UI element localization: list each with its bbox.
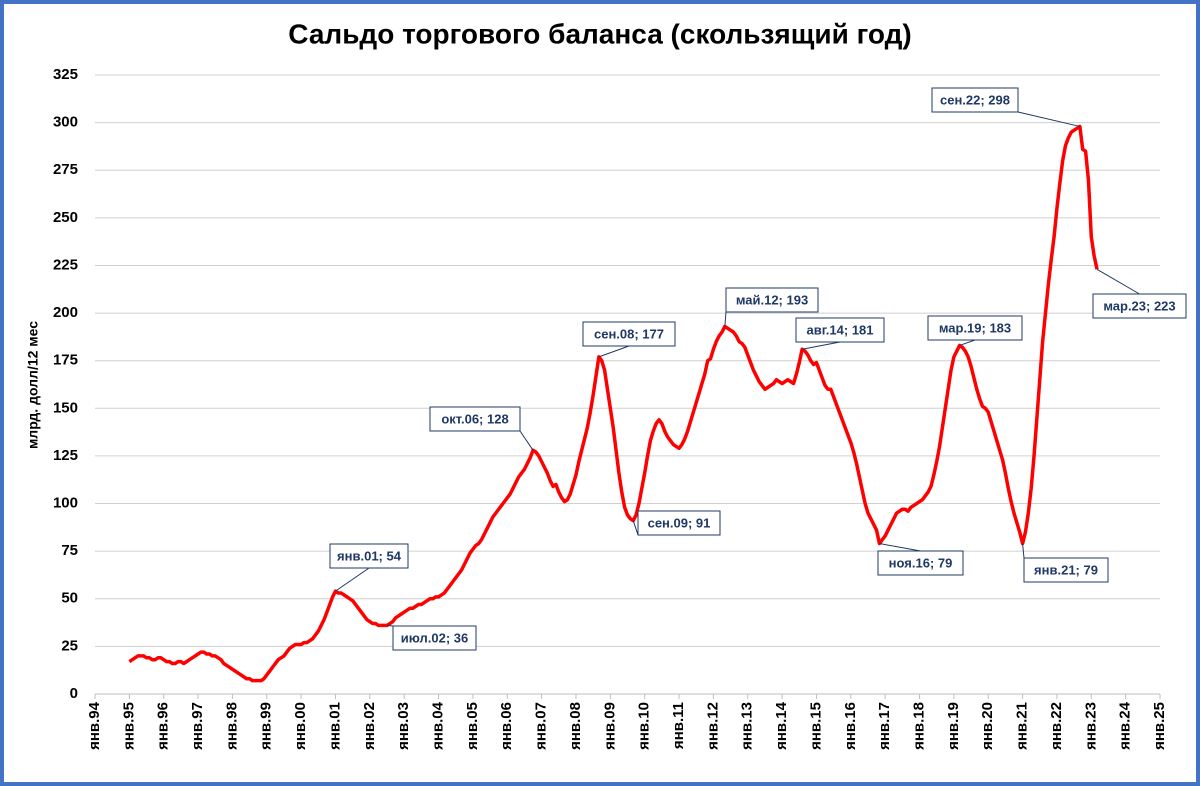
annotation-pointer [632, 520, 639, 536]
annotation-label: янв.01; 54 [337, 548, 402, 563]
x-tick-label: янв.09 [601, 702, 618, 750]
x-tick-label: янв.08 [567, 702, 584, 750]
x-tick-label: янв.12 [704, 702, 721, 750]
annotation-pointer [724, 311, 727, 327]
series-line [128, 124, 1099, 683]
x-tick-label: янв.06 [498, 702, 515, 750]
annotation-label: янв.21; 79 [1034, 562, 1098, 577]
x-tick-label: янв.16 [842, 702, 859, 750]
annotation-pointer [598, 345, 630, 358]
y-tick-label: 325 [53, 66, 78, 83]
y-tick-label: 25 [61, 637, 78, 654]
annotation-pointer [386, 624, 394, 627]
annotation-label: май.12; 193 [736, 292, 808, 307]
annotation-box [392, 625, 477, 651]
annotation-label: сен.08; 177 [594, 326, 664, 341]
x-tick-label: янв.17 [876, 702, 893, 750]
y-tick-label: 50 [61, 590, 78, 607]
annotation-box [582, 321, 676, 347]
annotation-box [329, 543, 409, 569]
annotation-pointer [519, 430, 534, 451]
annotation-label: июл.02; 36 [401, 630, 469, 645]
x-tick-label: янв.05 [464, 702, 481, 750]
y-tick-label: 275 [53, 161, 78, 178]
y-tick-label: 0 [70, 685, 78, 702]
x-tick-label: янв.10 [636, 702, 653, 750]
x-tick-label: янв.19 [945, 702, 962, 750]
y-tick-label: 175 [53, 352, 78, 369]
y-tick-label: 75 [61, 542, 78, 559]
x-tick-label: янв.01 [326, 702, 343, 750]
x-tick-label: янв.25 [1151, 702, 1168, 750]
annotation-label: окт.06; 128 [441, 411, 508, 426]
x-tick-label: янв.96 [155, 702, 172, 750]
annotation-label: сен.09; 91 [648, 515, 711, 530]
x-tick-label: янв.23 [1082, 702, 1099, 750]
x-tick-label: янв.24 [1117, 701, 1134, 750]
x-tick-label: янв.20 [979, 702, 996, 750]
annotation-pointer [802, 341, 841, 350]
annotation-box [927, 315, 1023, 341]
annotation-box [637, 510, 721, 536]
y-tick-label: 150 [53, 399, 78, 416]
annotation-label: мар.23; 223 [1103, 298, 1175, 313]
y-axis-label: млрд. долл/12 мес [25, 321, 41, 449]
y-tick-label: 100 [53, 495, 78, 512]
x-tick-label: янв.94 [86, 701, 103, 750]
annotation-pointer [959, 339, 976, 346]
annotation-pointer [879, 543, 921, 552]
x-tick-label: янв.98 [223, 702, 240, 750]
y-tick-label: 250 [53, 209, 78, 226]
y-tick-label: 125 [53, 447, 78, 464]
x-tick-label: янв.95 [120, 702, 137, 750]
x-tick-label: янв.13 [739, 702, 756, 750]
x-tick-label: янв.04 [430, 701, 447, 750]
x-tick-label: янв.02 [361, 702, 378, 750]
y-tick-label: 300 [53, 114, 78, 131]
annotation-label: ноя.16; 79 [889, 555, 953, 570]
annotation-box [429, 406, 521, 432]
y-tick-label: 200 [53, 304, 78, 321]
annotation-label: сен.22; 298 [940, 92, 1010, 107]
x-tick-label: янв.18 [910, 702, 927, 750]
annotation-box [1092, 293, 1187, 319]
chart-title: Сальдо торгового баланса (скользящий год… [288, 18, 911, 49]
x-tick-label: янв.97 [189, 702, 206, 750]
annotation-pointer [1096, 268, 1140, 295]
x-tick-label: янв.03 [395, 702, 412, 750]
annotation-box [931, 87, 1019, 113]
x-tick-label: янв.21 [1014, 702, 1031, 750]
annotation-pointer [1022, 543, 1025, 559]
annotation-box [795, 317, 885, 343]
annotation-box [725, 287, 819, 313]
y-tick-label: 225 [53, 256, 78, 273]
annotation-box [877, 550, 964, 576]
annotation-label: авг.14; 181 [806, 322, 873, 337]
x-tick-label: янв.07 [533, 702, 550, 750]
x-tick-label: янв.15 [807, 702, 824, 750]
x-tick-label: янв.99 [258, 702, 275, 750]
x-tick-label: янв.14 [773, 701, 790, 750]
annotation-box [1023, 557, 1109, 583]
annotation-pointer [1017, 111, 1080, 127]
x-tick-label: янв.11 [670, 702, 687, 749]
x-tick-label: янв.22 [1048, 702, 1065, 750]
annotation-pointer [335, 567, 370, 592]
x-tick-label: янв.00 [292, 702, 309, 750]
annotation-label: мар.19; 183 [939, 320, 1011, 335]
